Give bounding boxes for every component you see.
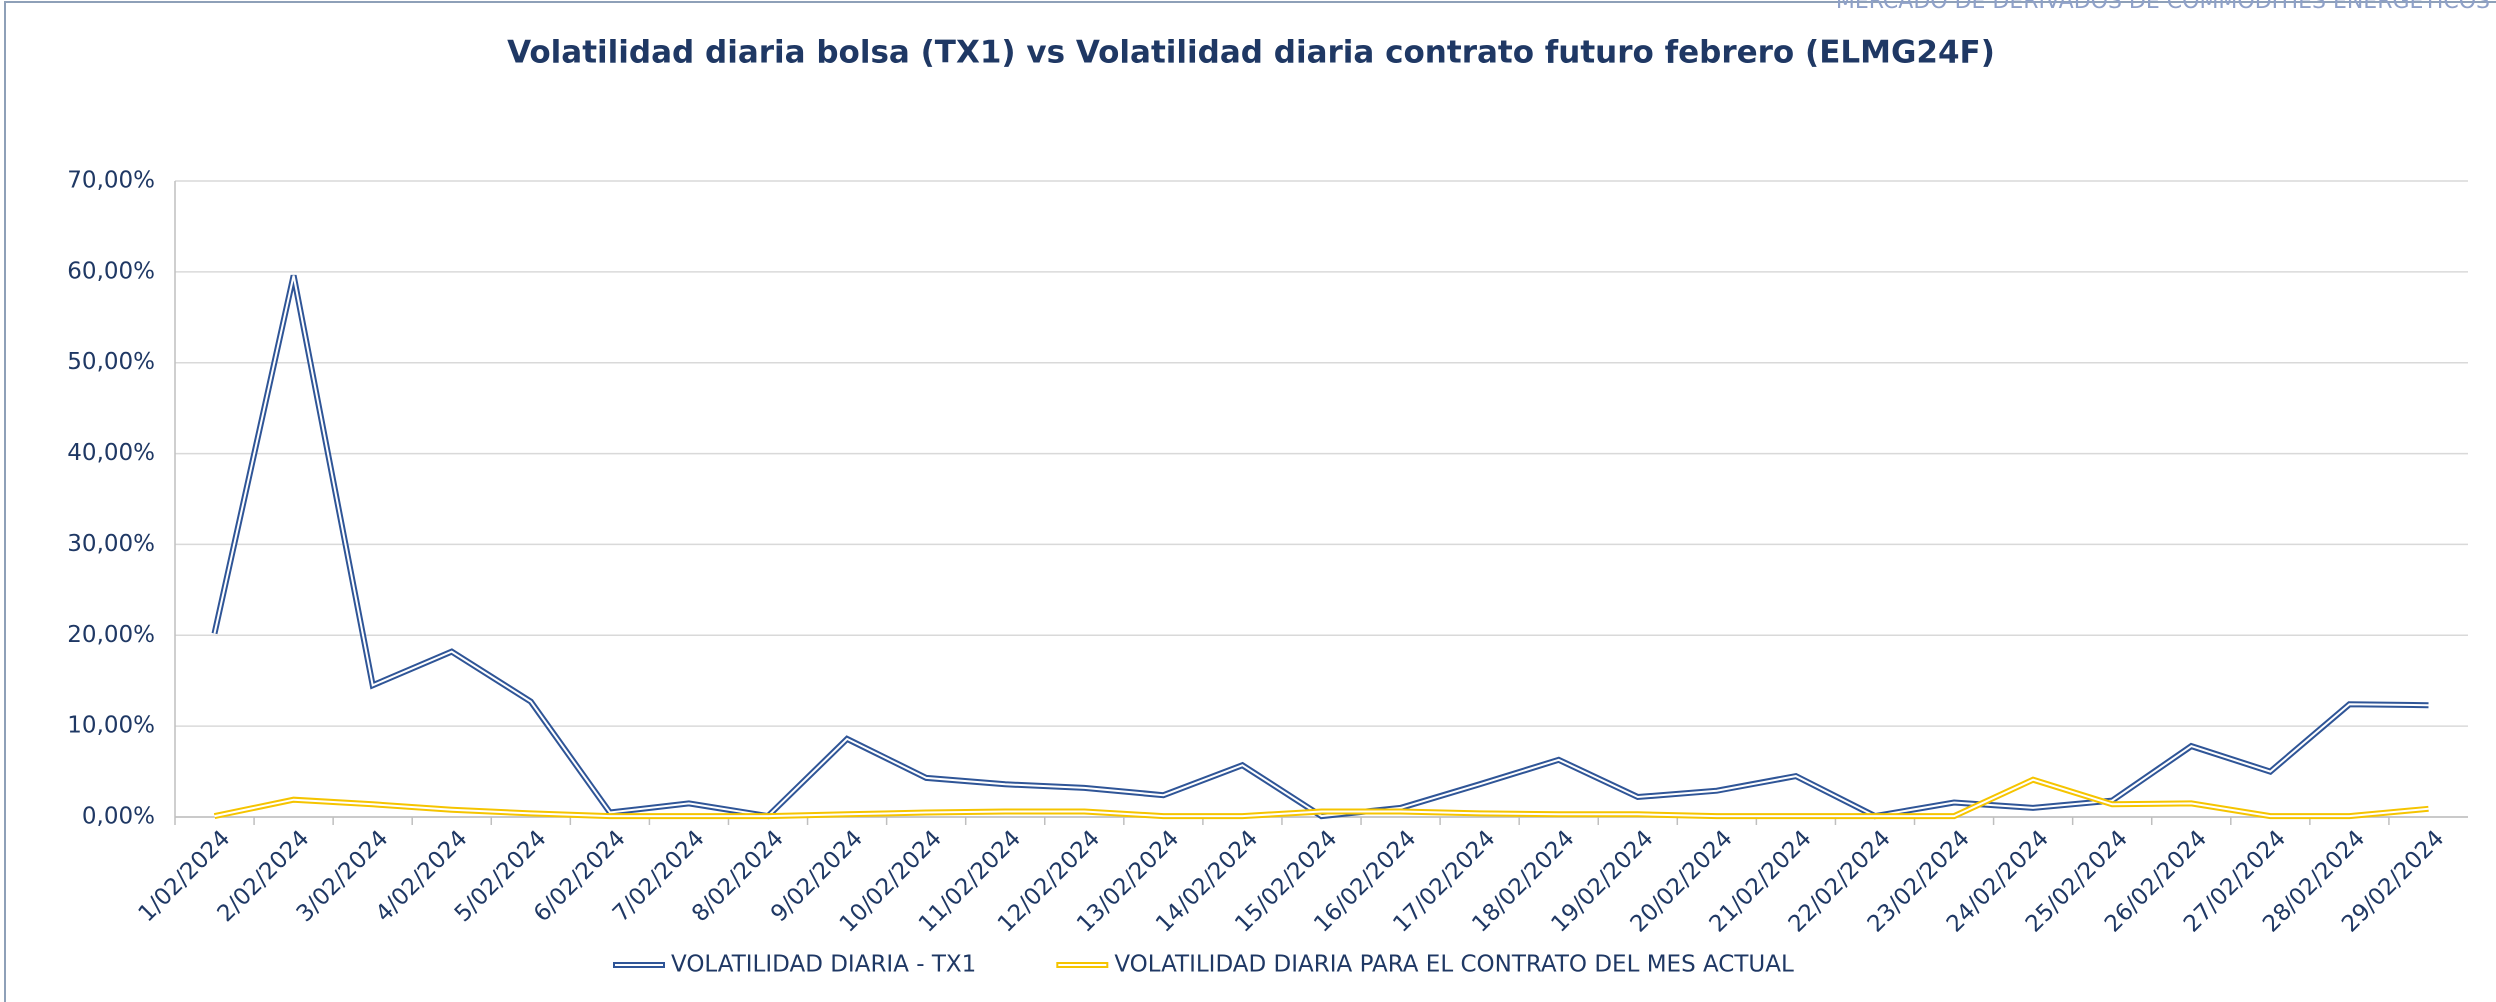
- y-tick-label: 50,00%: [67, 349, 155, 375]
- y-tick-label: 30,00%: [67, 531, 155, 557]
- header: MERCADO DE DERIVADOS DE COMMODITIES ENER…: [1836, 0, 2490, 14]
- y-tick-label: 0,00%: [82, 804, 155, 830]
- y-tick-label: 10,00%: [67, 713, 155, 739]
- chart-title: Volatilidad diaria bolsa (TX1) vs Volati…: [507, 35, 1995, 71]
- y-tick-label: 60,00%: [67, 258, 155, 284]
- legend-label: VOLATILIDAD DIARIA - TX1: [671, 952, 976, 978]
- series-line: [211, 274, 2429, 820]
- y-tick-label: 70,00%: [67, 168, 155, 194]
- frame: [4, 1, 2496, 1002]
- y-tick-label: 20,00%: [67, 622, 155, 648]
- y-tick-label: 40,00%: [67, 440, 155, 466]
- series-line-inner: [214, 778, 2429, 818]
- series-line-inner: [213, 275, 2429, 818]
- legend-label: VOLATILIDAD DIARIA PARA EL CONTRATO DEL …: [1114, 952, 1794, 978]
